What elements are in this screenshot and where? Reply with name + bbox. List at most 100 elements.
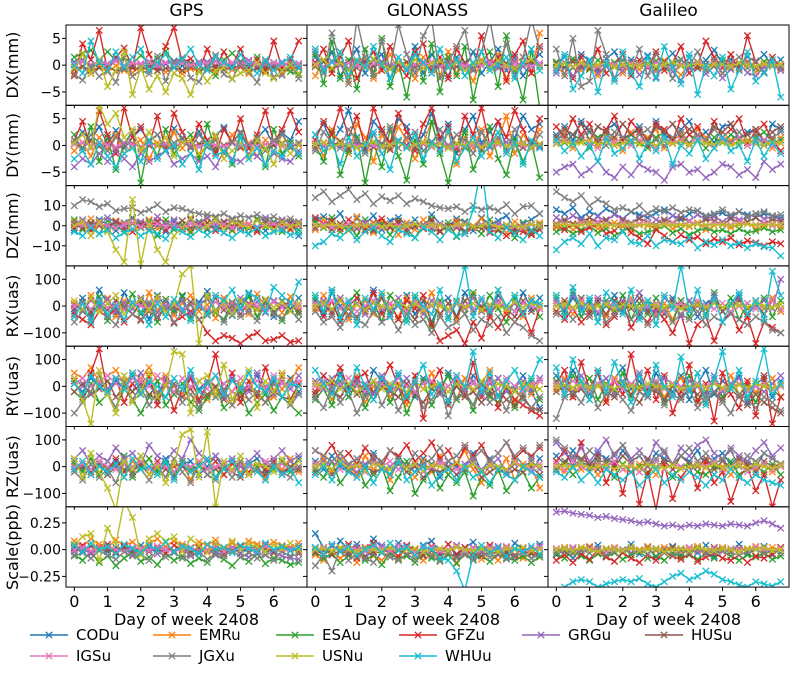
data-point [427, 105, 436, 112]
series-line-igsu [315, 61, 540, 69]
data-point [635, 155, 644, 163]
data-point [685, 168, 693, 176]
data-point [610, 141, 619, 150]
data-point [552, 133, 560, 142]
data-point [354, 16, 360, 22]
data-point [635, 202, 644, 210]
data-point [577, 191, 585, 200]
data-point [511, 228, 519, 236]
data-point [743, 244, 752, 252]
data-point [70, 71, 78, 79]
data-point [211, 337, 220, 345]
data-point [760, 318, 768, 326]
data-point [361, 393, 369, 401]
data-point [103, 66, 112, 75]
data-point [511, 396, 519, 404]
data-point [436, 125, 444, 134]
data-point [328, 310, 336, 318]
data-point [120, 385, 128, 393]
data-point [452, 393, 461, 401]
data-point [95, 123, 103, 131]
data-point [311, 242, 319, 250]
data-point [577, 371, 585, 380]
data-point [536, 374, 544, 382]
data-point [668, 212, 677, 220]
data-point [170, 319, 178, 328]
data-point [461, 339, 469, 347]
data-point [245, 307, 253, 316]
data-point [128, 465, 137, 473]
data-point [344, 449, 353, 457]
data-point [162, 382, 170, 391]
data-point [403, 66, 411, 75]
data-point [386, 487, 394, 495]
data-point [702, 155, 710, 163]
data-point [328, 220, 336, 228]
data-point [469, 289, 477, 297]
data-point [585, 396, 594, 404]
data-point [220, 58, 228, 67]
data-point [552, 131, 560, 139]
data-point [195, 473, 203, 482]
data-point [411, 74, 419, 83]
data-point [87, 123, 95, 131]
data-point [519, 203, 527, 211]
data-point [718, 133, 727, 142]
data-point [560, 131, 569, 139]
data-point [128, 195, 137, 204]
data-point [419, 404, 428, 412]
data-point [652, 382, 660, 391]
data-point [286, 67, 295, 76]
series-line-whuu [314, 127, 541, 172]
data-point [186, 45, 195, 53]
data-point [710, 72, 718, 80]
data-point [494, 61, 502, 69]
data-point [344, 72, 353, 80]
data-point [186, 385, 195, 393]
series-line-whuu [73, 38, 300, 75]
data-point [718, 69, 727, 77]
data-point [735, 381, 743, 389]
data-point [577, 139, 585, 147]
data-point [261, 69, 270, 77]
data-point [319, 45, 328, 53]
data-point [527, 484, 536, 492]
series-line-whuu [555, 44, 782, 98]
data-point [727, 299, 735, 308]
data-point [336, 479, 344, 487]
data-point [511, 139, 519, 147]
data-point [652, 74, 660, 83]
series-line-emru [555, 128, 782, 153]
data-point [70, 465, 78, 473]
data-point [411, 220, 419, 228]
data-point [777, 406, 785, 415]
data-point [552, 302, 560, 310]
data-point [777, 301, 785, 309]
data-point [278, 471, 286, 479]
data-point [602, 374, 610, 382]
data-point [693, 404, 702, 412]
data-point [378, 302, 386, 310]
data-point [610, 77, 619, 85]
data-point [427, 329, 436, 337]
data-point [403, 297, 411, 305]
data-point [411, 489, 419, 498]
data-point [444, 323, 452, 332]
data-point [353, 377, 361, 385]
data-point [353, 133, 361, 142]
data-point [178, 291, 187, 300]
data-point [644, 125, 652, 134]
data-point [203, 120, 211, 128]
data-point [220, 123, 228, 131]
data-point [668, 163, 677, 171]
data-point [78, 374, 87, 382]
data-point [677, 240, 685, 248]
data-point [186, 61, 195, 69]
data-point [137, 307, 145, 316]
data-point [186, 144, 195, 152]
row-label: RZ(uas) [3, 435, 22, 498]
data-point [137, 294, 145, 302]
data-point [311, 60, 319, 68]
data-point [319, 371, 328, 380]
series-line-whuu [73, 368, 299, 399]
